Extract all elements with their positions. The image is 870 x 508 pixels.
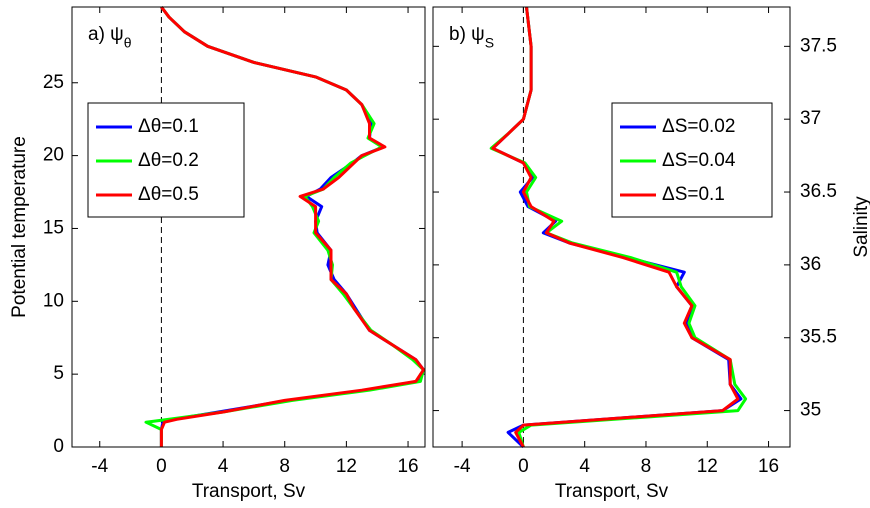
y-tick-label: 36.5 — [800, 181, 837, 202]
panel-title: b) ψ — [449, 24, 485, 45]
x-axis-label: Transport, Sv — [192, 481, 306, 502]
y-tick-label: 37.5 — [800, 35, 837, 56]
y-tick-label: 25 — [43, 72, 64, 93]
legend-label: ΔS=0.04 — [662, 150, 736, 171]
legend-label: ΔS=0.02 — [662, 116, 735, 137]
legend-label: ΔS=0.1 — [662, 184, 725, 205]
x-tick-label: 0 — [156, 456, 167, 477]
plot-frame — [432, 6, 791, 448]
panel: -4 0 4 8 12 16 0 5 10 15 20 25 a) ψ θ Transport, Sv Pot… — [9, 6, 426, 502]
y-tick-label: 37 — [800, 108, 821, 129]
x-tick-label: 16 — [758, 456, 779, 477]
panel-title-sub: S — [485, 35, 494, 51]
series-line — [144, 6, 425, 447]
y-tick-label: 5 — [53, 363, 64, 384]
legend: Δθ=0.1 Δθ=0.2 Δθ=0.5 — [87, 102, 245, 218]
x-tick-label: 4 — [579, 456, 590, 477]
series-line — [159, 6, 425, 447]
legend-label: Δθ=0.2 — [138, 150, 199, 171]
plot-frame — [71, 6, 426, 448]
y-tick-label: 20 — [43, 145, 64, 166]
panel-title: a) ψ — [88, 24, 124, 45]
y-tick-label: 35.5 — [800, 327, 837, 348]
y-tick-label: 0 — [53, 436, 64, 457]
y-tick-label: 15 — [43, 217, 64, 238]
x-tick-label: 4 — [218, 456, 229, 477]
legend-label: Δθ=0.1 — [138, 116, 199, 137]
x-tick-label: 8 — [641, 456, 652, 477]
x-axis-label: Transport, Sv — [555, 481, 669, 502]
series-line — [491, 6, 740, 448]
x-tick-label: 8 — [279, 456, 290, 477]
x-tick-label: -4 — [454, 456, 471, 477]
x-tick-label: 12 — [697, 456, 718, 477]
legend: ΔS=0.02 ΔS=0.04 ΔS=0.1 — [611, 102, 773, 218]
x-tick-label: 12 — [336, 456, 357, 477]
y-axis-label: Salinity — [851, 196, 870, 258]
x-tick-label: 0 — [518, 456, 529, 477]
y-tick-label: 35 — [800, 400, 821, 421]
legend-label: Δθ=0.5 — [138, 184, 199, 205]
panel-title-sub: θ — [124, 35, 132, 51]
x-tick-label: -4 — [91, 456, 108, 477]
x-tick-label: 16 — [397, 456, 418, 477]
y-axis-label: Potential temperature — [9, 136, 30, 318]
y-tick-label: 10 — [43, 290, 64, 311]
panel: -4 0 4 8 12 16 35 35.5 36 36.5 37 37.5 b) ψ S Transpor… — [432, 6, 870, 502]
series-line — [489, 6, 748, 448]
y-tick-label: 36 — [800, 254, 821, 275]
